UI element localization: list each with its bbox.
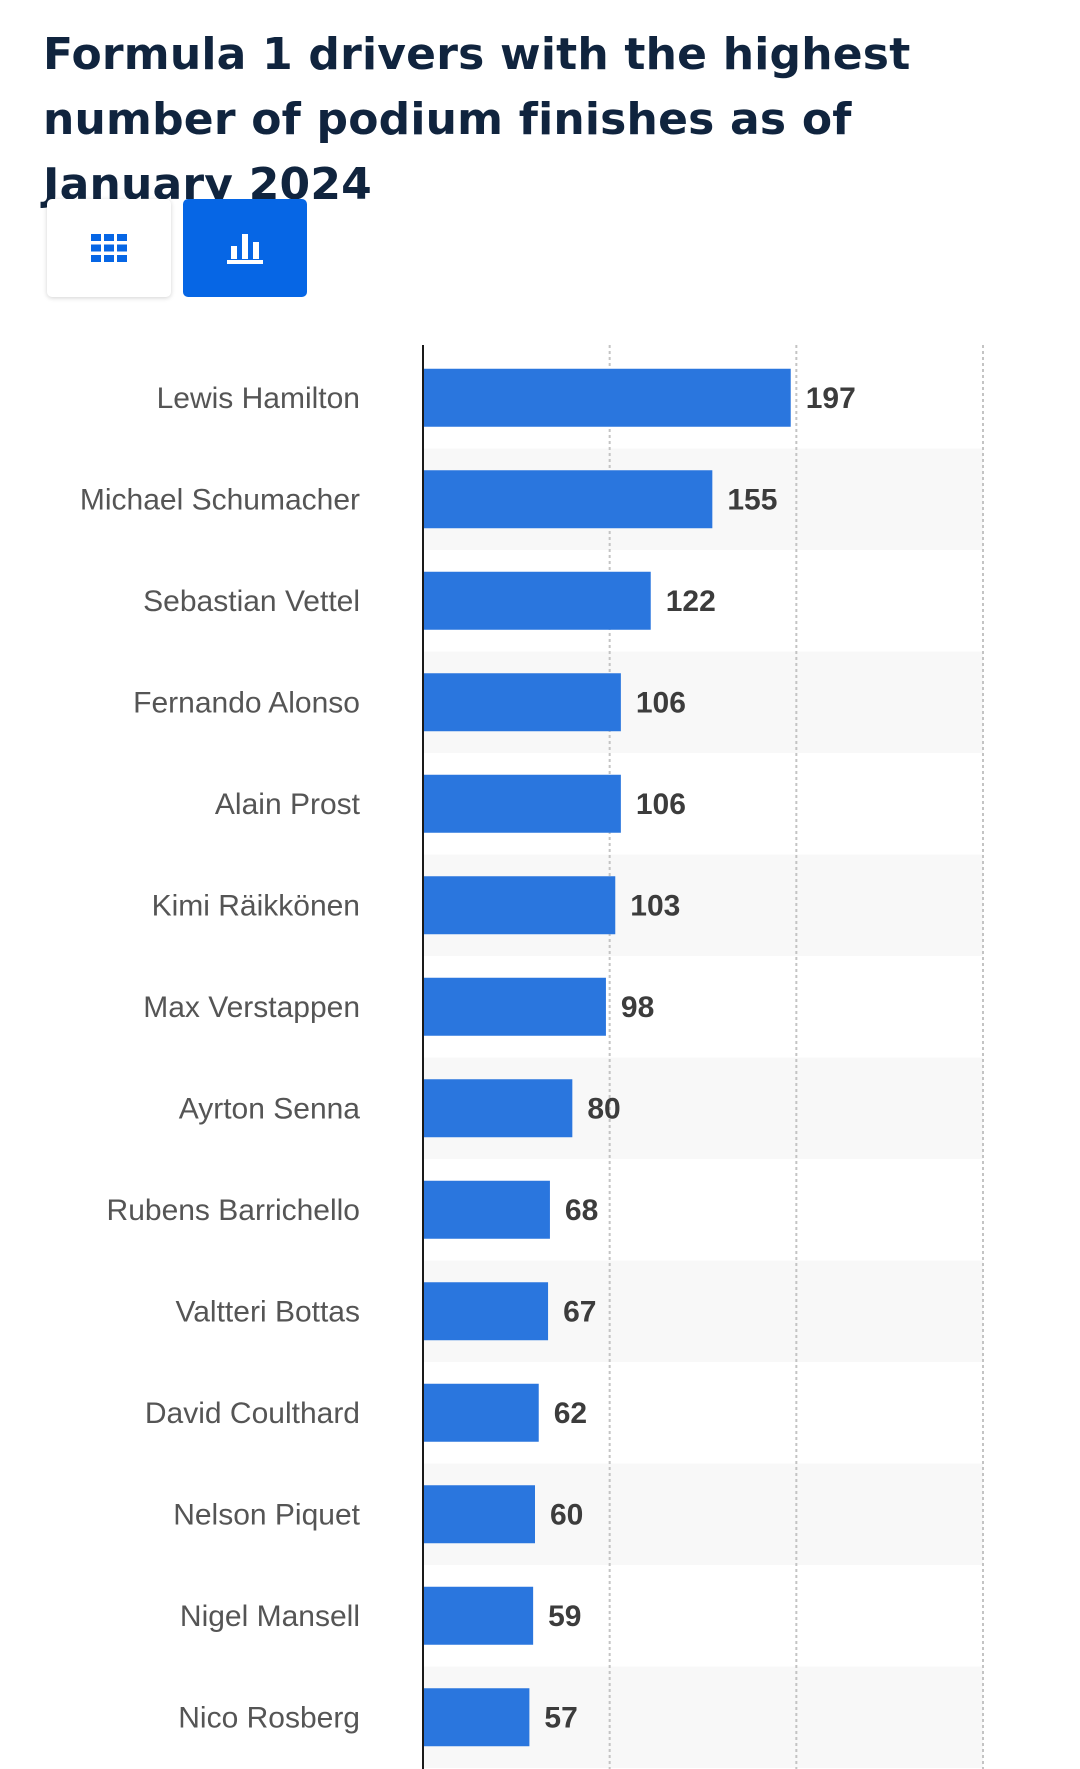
value-label: 103 — [630, 889, 680, 922]
grid-table-icon — [91, 234, 127, 262]
value-label: 106 — [636, 686, 686, 719]
value-label: 59 — [548, 1600, 581, 1633]
category-label: Ayrton Senna — [179, 1092, 361, 1125]
category-label: David Coulthard — [145, 1397, 360, 1430]
category-label: Rubens Barrichello — [107, 1194, 360, 1227]
table-view-button[interactable] — [47, 199, 171, 297]
value-label: 62 — [554, 1397, 587, 1430]
value-label: 68 — [565, 1194, 598, 1227]
bar[interactable] — [423, 1383, 539, 1442]
value-label: 98 — [621, 991, 654, 1024]
category-label: Max Verstappen — [143, 991, 360, 1024]
value-label: 155 — [727, 483, 777, 516]
bar[interactable] — [423, 876, 616, 935]
value-label: 122 — [666, 585, 716, 618]
bar[interactable] — [423, 1282, 549, 1341]
value-label: 80 — [587, 1092, 620, 1125]
bar[interactable] — [423, 673, 621, 732]
category-label: Nelson Piquet — [173, 1498, 360, 1531]
category-label: Michael Schumacher — [80, 483, 360, 516]
bar[interactable] — [423, 470, 713, 529]
bar[interactable] — [423, 1586, 534, 1645]
category-label: Sebastian Vettel — [143, 585, 360, 618]
category-label: Nico Rosberg — [178, 1701, 360, 1734]
value-label: 60 — [550, 1498, 583, 1531]
value-label: 67 — [563, 1295, 596, 1328]
value-label: 106 — [636, 788, 686, 821]
bar[interactable] — [423, 571, 651, 630]
category-label: Fernando Alonso — [133, 686, 360, 719]
category-label: Valtteri Bottas — [175, 1295, 360, 1328]
bar[interactable] — [423, 368, 791, 427]
bar[interactable] — [423, 1485, 535, 1544]
bar[interactable] — [423, 1180, 550, 1239]
chart-view-button[interactable] — [183, 199, 307, 297]
category-label: Nigel Mansell — [180, 1600, 360, 1633]
category-label: Lewis Hamilton — [157, 382, 360, 415]
page-title: Formula 1 drivers with the highest numbe… — [43, 29, 911, 210]
category-label: Alain Prost — [215, 788, 361, 821]
value-label: 197 — [806, 382, 856, 415]
bar[interactable] — [423, 1688, 530, 1747]
bar[interactable] — [423, 1079, 573, 1138]
category-label: Kimi Räikkönen — [152, 889, 360, 922]
bar[interactable] — [423, 774, 621, 833]
value-label: 57 — [544, 1701, 577, 1734]
bar[interactable] — [423, 977, 606, 1036]
bar-chart-icon — [227, 234, 263, 264]
